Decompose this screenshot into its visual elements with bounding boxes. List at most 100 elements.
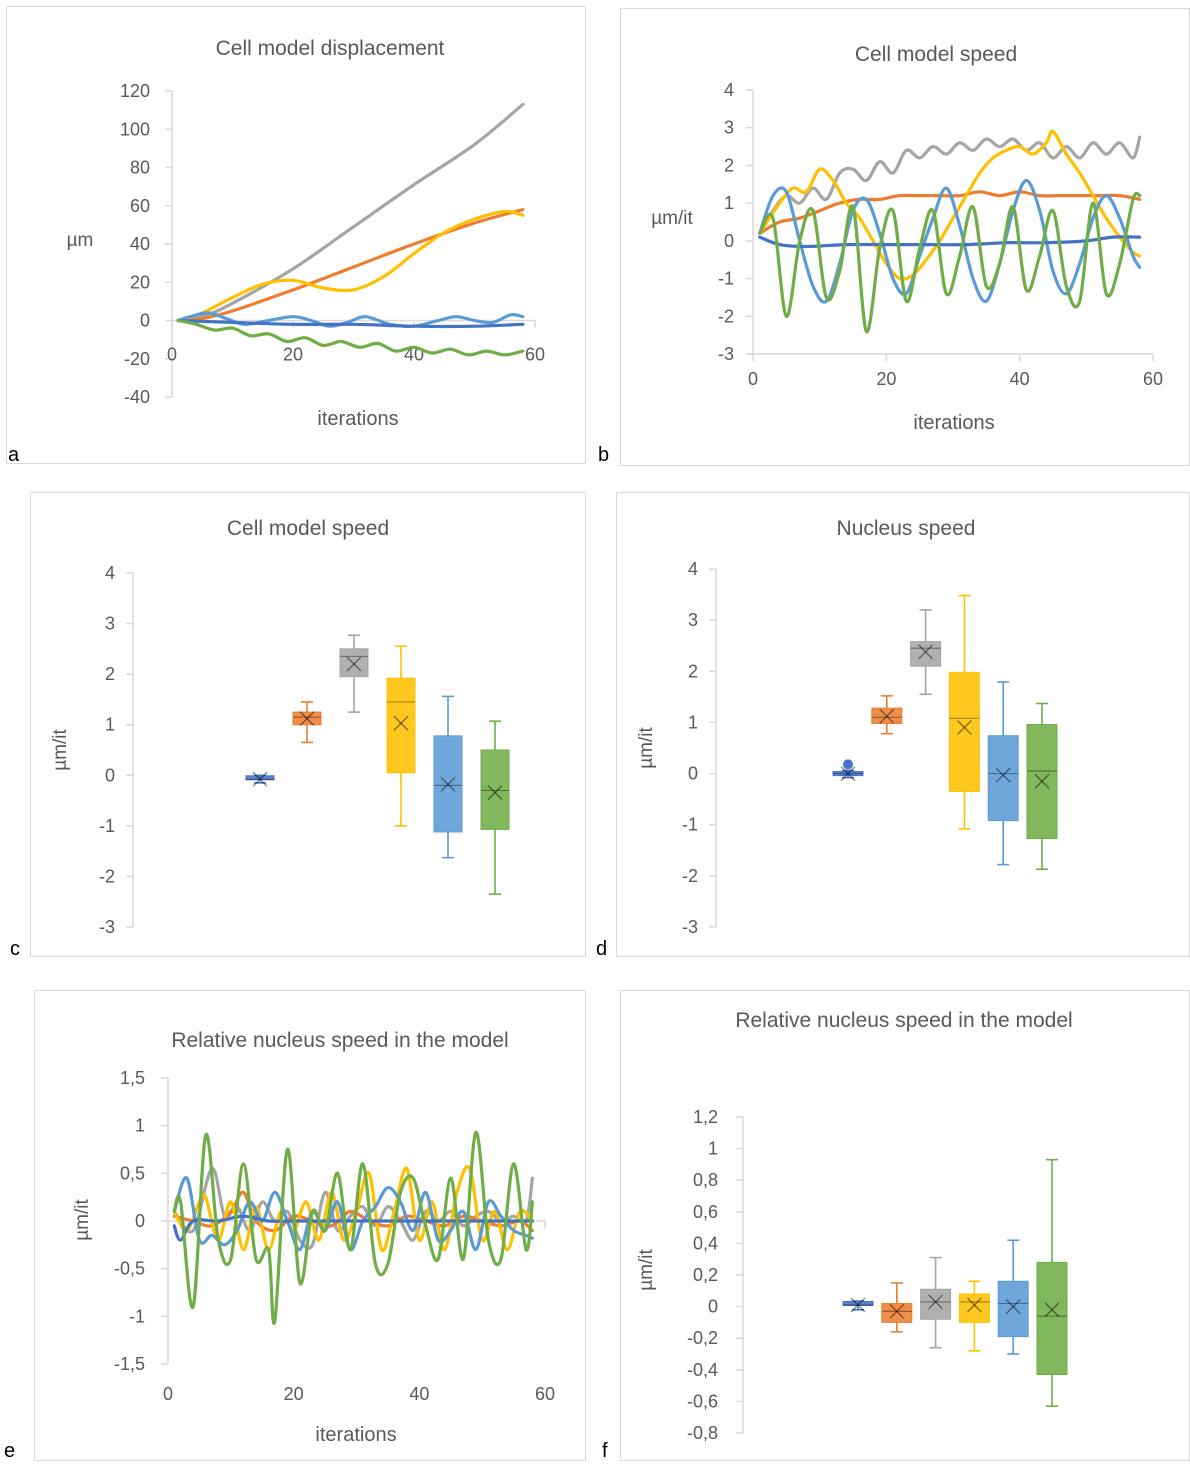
box-d-light_blue-mean-b	[995, 767, 1011, 783]
y-tick-label-a: -40	[124, 387, 150, 407]
chart-title-c: Cell model speed	[227, 517, 389, 540]
box-f-green-mean-b	[1044, 1302, 1060, 1318]
y-tick-label-d: -2	[682, 866, 698, 886]
y-tick-label-d: -3	[682, 917, 698, 937]
box-f-gray-body	[920, 1288, 952, 1320]
chart-panel-b	[620, 8, 1190, 466]
y-tick-label-f: 0,8	[693, 1170, 718, 1190]
y-tick-label-a: 120	[120, 81, 150, 101]
y-tick-label-a: 60	[130, 196, 150, 216]
x-tick-label-e: 20	[284, 1384, 304, 1404]
box-c-light_blue-mean-b	[440, 776, 456, 792]
panel-label-d: d	[596, 938, 608, 960]
box-f-gray-mean-a	[928, 1294, 944, 1310]
y-tick-label-d: 2	[688, 661, 698, 681]
box-c-light_blue-mean-a	[440, 776, 456, 792]
box-f-orange-body	[881, 1302, 913, 1323]
series-line-b-yellow	[758, 129, 1142, 281]
box-c-dark_blue-mean-a	[252, 771, 268, 787]
y-tick-label-a: 80	[130, 158, 150, 178]
box-c-gray-mean-b	[346, 656, 362, 672]
x-tick-label-e: 0	[163, 1384, 173, 1404]
y-tick-label-f: 0,2	[693, 1265, 718, 1285]
series-line-e-gray	[172, 1166, 534, 1250]
box-c-orange-body	[292, 711, 322, 726]
box-f-orange-mean-b	[889, 1303, 905, 1319]
box-d-yellow-mean-b	[956, 720, 972, 736]
y-tick-label-c: 2	[105, 664, 115, 684]
y-tick-label-d: 3	[688, 610, 698, 630]
chart-panel-f	[620, 990, 1190, 1461]
y-tick-label-b: -2	[718, 306, 734, 326]
box-f-yellow-body	[958, 1293, 990, 1323]
box-c-orange-mean-b	[299, 711, 315, 727]
y-axis-label-d: µm/it	[636, 727, 657, 769]
x-tick-label-a: 0	[167, 345, 177, 365]
series-line-a-orange	[176, 208, 525, 323]
series-line-b-dark_blue	[758, 235, 1142, 249]
y-tick-label-c: 1	[105, 715, 115, 735]
box-d-orange-body	[871, 707, 903, 724]
y-tick-label-d: 0	[688, 764, 698, 784]
y-tick-label-d: 1	[688, 712, 698, 732]
y-tick-label-a: 20	[130, 272, 150, 292]
chart-title-e: Relative nucleus speed in the model	[171, 1029, 508, 1052]
box-d-orange-mean-a	[879, 708, 895, 724]
y-tick-label-b: 4	[724, 80, 734, 100]
y-tick-label-a: -20	[124, 349, 150, 369]
box-d-light_blue-body	[987, 735, 1019, 822]
panel-label-b: b	[598, 444, 610, 466]
box-c-dark_blue-mean-b	[252, 771, 268, 787]
y-tick-label-e: 1,5	[120, 1068, 145, 1088]
series-line-e-green	[172, 1130, 534, 1326]
box-f-gray-mean-b	[928, 1294, 944, 1310]
series-line-a-dark_blue	[176, 318, 525, 329]
y-tick-label-c: -2	[99, 866, 115, 886]
box-c-gray-mean-a	[346, 656, 362, 672]
y-tick-label-e: -0,5	[114, 1259, 145, 1279]
chart-title-f: Relative nucleus speed in the model	[735, 1009, 1072, 1032]
panel-label-a: a	[8, 444, 20, 466]
series-line-a-gray	[176, 102, 525, 323]
box-d-gray-mean-a	[918, 644, 934, 660]
box-c-dark_blue-body	[245, 775, 275, 781]
x-tick-label-e: 60	[535, 1384, 555, 1404]
box-c-yellow-body	[386, 677, 416, 774]
box-c-gray-body	[339, 648, 369, 678]
box-c-green-body	[480, 749, 510, 830]
y-tick-label-f: -0,6	[687, 1391, 718, 1411]
box-d-orange-mean-b	[879, 708, 895, 724]
box-f-light_blue-mean-b	[1005, 1299, 1021, 1315]
panel-label-e: e	[4, 1440, 16, 1462]
box-f-yellow-mean-a	[966, 1297, 982, 1313]
x-tick-label-b: 40	[1010, 369, 1030, 389]
panel-label-f: f	[602, 1440, 608, 1462]
y-axis-label-a: µm	[67, 230, 94, 251]
y-axis-label-c: µm/it	[50, 729, 71, 771]
y-tick-label-b: -1	[718, 269, 734, 289]
y-tick-label-e: 0,5	[120, 1163, 145, 1183]
box-d-gray-body	[910, 641, 942, 667]
y-tick-label-f: -0,8	[687, 1423, 718, 1443]
box-f-green-mean-a	[1044, 1302, 1060, 1318]
box-c-yellow-mean-a	[393, 715, 409, 731]
x-tick-label-a: 60	[525, 345, 545, 365]
y-tick-label-e: -1	[129, 1306, 145, 1326]
box-d-dark_blue-mean-a	[840, 766, 856, 782]
y-tick-label-c: 4	[105, 563, 115, 583]
y-tick-label-d: -1	[682, 815, 698, 835]
y-tick-label-e: -1,5	[114, 1354, 145, 1374]
x-axis-label-b: iterations	[913, 412, 994, 434]
box-d-dark_blue-mean-b	[840, 766, 856, 782]
box-f-dark_blue-mean-b	[850, 1297, 866, 1313]
y-tick-label-f: 0,4	[693, 1233, 718, 1253]
y-tick-label-a: 100	[120, 119, 150, 139]
y-tick-label-b: 0	[724, 231, 734, 251]
y-tick-label-b: 1	[724, 193, 734, 213]
box-c-green-mean-a	[487, 784, 503, 800]
y-tick-label-f: 0,6	[693, 1202, 718, 1222]
box-d-green-mean-b	[1034, 773, 1050, 789]
box-f-light_blue-body	[997, 1280, 1029, 1338]
box-c-orange-mean-a	[299, 711, 315, 727]
